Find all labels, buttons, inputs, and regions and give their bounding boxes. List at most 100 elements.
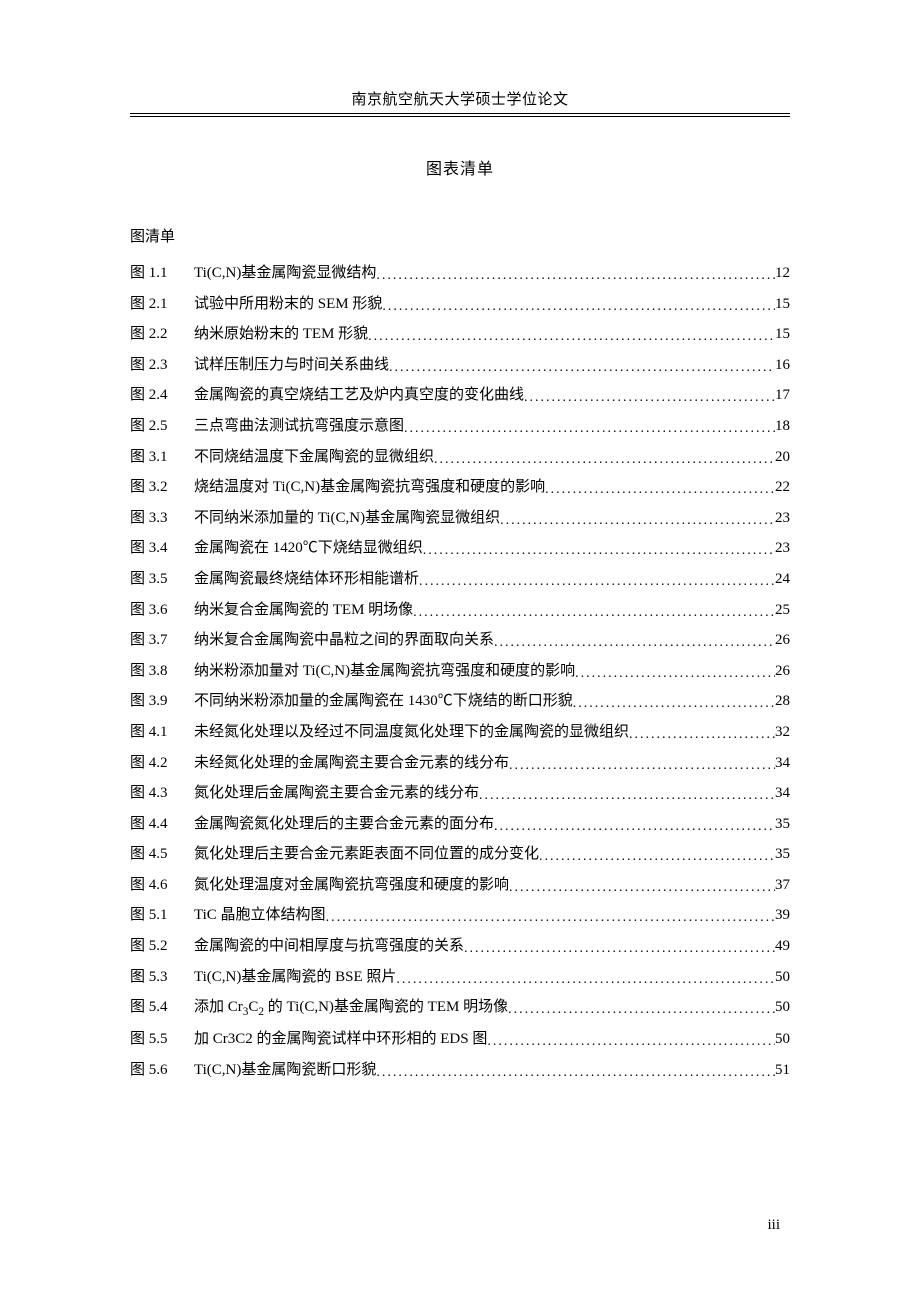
toc-leader-dots <box>413 599 775 628</box>
toc-label: 图 5.4 <box>130 992 194 1023</box>
toc-entry: 图 2.5三点弯曲法测试抗弯强度示意图 18 <box>130 411 790 442</box>
toc-page: 51 <box>775 1055 790 1086</box>
toc-entry: 图 3.8纳米粉添加量对 Ti(C,N)基金属陶瓷抗弯强度和硬度的影响26 <box>130 656 790 687</box>
running-header: 南京航空航天大学硕士学位论文 <box>130 88 790 109</box>
toc-label: 图 3.3 <box>130 503 194 534</box>
toc-leader-dots <box>464 935 775 964</box>
toc-page: 16 <box>775 350 790 381</box>
toc-title: 三点弯曲法测试抗弯强度示意图 <box>194 411 404 442</box>
toc-title: 不同烧结温度下金属陶瓷的显微组织 <box>194 442 434 473</box>
toc-label: 图 3.7 <box>130 625 194 656</box>
toc-entry: 图 4.1未经氮化处理以及经过不同温度氮化处理下的金属陶瓷的显微组织32 <box>130 717 790 748</box>
toc-leader-dots <box>376 1059 775 1088</box>
toc-label: 图 4.2 <box>130 748 194 779</box>
toc-label: 图 1.1 <box>130 258 194 289</box>
toc-title: 加 Cr3C2 的金属陶瓷试样中环形相的 EDS 图 <box>194 1024 487 1055</box>
toc-page: 35 <box>775 839 790 870</box>
toc-entry: 图 3.1不同烧结温度下金属陶瓷的显微组织20 <box>130 442 790 473</box>
toc-page: 39 <box>775 900 790 931</box>
toc-leader-dots <box>396 966 775 995</box>
toc-entry: 图 5.2金属陶瓷的中间相厚度与抗弯强度的关系 49 <box>130 931 790 962</box>
toc-label: 图 5.6 <box>130 1055 194 1086</box>
toc-leader-dots <box>419 568 775 597</box>
toc-title: 烧结温度对 Ti(C,N)基金属陶瓷抗弯强度和硬度的影响 <box>194 472 545 503</box>
toc-title: 金属陶瓷的中间相厚度与抗弯强度的关系 <box>194 931 464 962</box>
page-container: 南京航空航天大学硕士学位论文 图表清单 图清单 图 1.1Ti(C,N)基金属陶… <box>0 0 920 1085</box>
toc-title: 试样压制压力与时间关系曲线 <box>194 350 389 381</box>
toc-title: 氮化处理后金属陶瓷主要合金元素的线分布 <box>194 778 479 809</box>
toc-leader-dots <box>508 996 775 1025</box>
toc-entry: 图 3.4金属陶瓷在 1420℃下烧结显微组织23 <box>130 533 790 564</box>
toc-leader-dots <box>494 629 775 658</box>
toc-page: 15 <box>775 319 790 350</box>
toc-page: 17 <box>775 380 790 411</box>
toc-label: 图 4.5 <box>130 839 194 870</box>
toc-leader-dots <box>376 262 775 291</box>
toc-entry: 图 3.9不同纳米粉添加量的金属陶瓷在 1430℃下烧结的断口形貌28 <box>130 686 790 717</box>
toc-title: 金属陶瓷的真空烧结工艺及炉内真空度的变化曲线 <box>194 380 524 411</box>
toc-entry: 图 3.5金属陶瓷最终烧结体环形相能谱析24 <box>130 564 790 595</box>
toc-entry: 图 3.7纳米复合金属陶瓷中晶粒之间的界面取向关系26 <box>130 625 790 656</box>
toc-page: 23 <box>775 503 790 534</box>
toc-title: 添加 Cr3C2 的 Ti(C,N)基金属陶瓷的 TEM 明场像 <box>194 992 508 1024</box>
toc-leader-dots <box>524 384 775 413</box>
toc-leader-dots <box>389 354 775 383</box>
toc-entry: 图 5.6Ti(C,N)基金属陶瓷断口形貌 51 <box>130 1055 790 1086</box>
toc-entry: 图 5.4添加 Cr3C2 的 Ti(C,N)基金属陶瓷的 TEM 明场像 50 <box>130 992 790 1024</box>
toc-page: 49 <box>775 931 790 962</box>
toc-leader-dots <box>575 660 775 689</box>
toc-entry: 图 2.3试样压制压力与时间关系曲线 16 <box>130 350 790 381</box>
toc-entry: 图 1.1Ti(C,N)基金属陶瓷显微结构12 <box>130 258 790 289</box>
toc-title: 金属陶瓷最终烧结体环形相能谱析 <box>194 564 419 595</box>
toc-page: 18 <box>775 411 790 442</box>
toc-entry: 图 2.2纳米原始粉末的 TEM 形貌 15 <box>130 319 790 350</box>
toc-entry: 图 4.6氮化处理温度对金属陶瓷抗弯强度和硬度的影响37 <box>130 870 790 901</box>
toc-leader-dots <box>368 323 775 352</box>
toc-leader-dots <box>434 446 775 475</box>
toc-page: 26 <box>775 625 790 656</box>
toc-leader-dots <box>573 690 775 719</box>
toc-page: 12 <box>775 258 790 289</box>
toc-leader-dots <box>509 874 775 903</box>
toc-label: 图 3.5 <box>130 564 194 595</box>
toc-entry: 图 4.5氮化处理后主要合金元素距表面不同位置的成分变化35 <box>130 839 790 870</box>
toc-title: 纳米复合金属陶瓷的 TEM 明场像 <box>194 595 413 626</box>
toc-label: 图 2.5 <box>130 411 194 442</box>
toc-leader-dots <box>500 507 775 536</box>
toc-entry: 图 5.3Ti(C,N)基金属陶瓷的 BSE 照片50 <box>130 962 790 993</box>
toc-label: 图 3.4 <box>130 533 194 564</box>
toc-label: 图 5.2 <box>130 931 194 962</box>
toc-title: 纳米原始粉末的 TEM 形貌 <box>194 319 368 350</box>
toc-label: 图 3.2 <box>130 472 194 503</box>
list-heading: 图清单 <box>130 225 790 246</box>
toc-label: 图 3.6 <box>130 595 194 626</box>
toc-page: 34 <box>775 748 790 779</box>
toc-label: 图 4.4 <box>130 809 194 840</box>
toc-entry: 图 2.4金属陶瓷的真空烧结工艺及炉内真空度的变化曲线17 <box>130 380 790 411</box>
toc-title: TiC 晶胞立体结构图 <box>194 900 326 931</box>
toc-title: 纳米粉添加量对 Ti(C,N)基金属陶瓷抗弯强度和硬度的影响 <box>194 656 575 687</box>
toc-entry: 图 4.2未经氮化处理的金属陶瓷主要合金元素的线分布 34 <box>130 748 790 779</box>
toc-label: 图 3.9 <box>130 686 194 717</box>
toc-title: 不同纳米添加量的 Ti(C,N)基金属陶瓷显微组织 <box>194 503 500 534</box>
toc-title: 未经氮化处理的金属陶瓷主要合金元素的线分布 <box>194 748 509 779</box>
toc-page: 32 <box>775 717 790 748</box>
toc-leader-dots <box>326 904 775 933</box>
toc-label: 图 2.1 <box>130 289 194 320</box>
toc-page: 37 <box>775 870 790 901</box>
toc-list: 图 1.1Ti(C,N)基金属陶瓷显微结构12图 2.1试验中所用粉末的 SEM… <box>130 258 790 1085</box>
header-rule <box>130 113 790 117</box>
toc-label: 图 5.5 <box>130 1024 194 1055</box>
toc-title: Ti(C,N)基金属陶瓷断口形貌 <box>194 1055 376 1086</box>
toc-label: 图 2.3 <box>130 350 194 381</box>
toc-entry: 图 5.1TiC 晶胞立体结构图39 <box>130 900 790 931</box>
toc-leader-dots <box>487 1028 775 1057</box>
toc-page: 50 <box>775 992 790 1023</box>
toc-title: 金属陶瓷在 1420℃下烧结显微组织 <box>194 533 423 564</box>
toc-entry: 图 3.2烧结温度对 Ti(C,N)基金属陶瓷抗弯强度和硬度的影响 22 <box>130 472 790 503</box>
toc-page: 15 <box>775 289 790 320</box>
toc-label: 图 2.2 <box>130 319 194 350</box>
toc-entry: 图 3.3不同纳米添加量的 Ti(C,N)基金属陶瓷显微组织 23 <box>130 503 790 534</box>
toc-leader-dots <box>629 721 775 750</box>
toc-page: 22 <box>775 472 790 503</box>
